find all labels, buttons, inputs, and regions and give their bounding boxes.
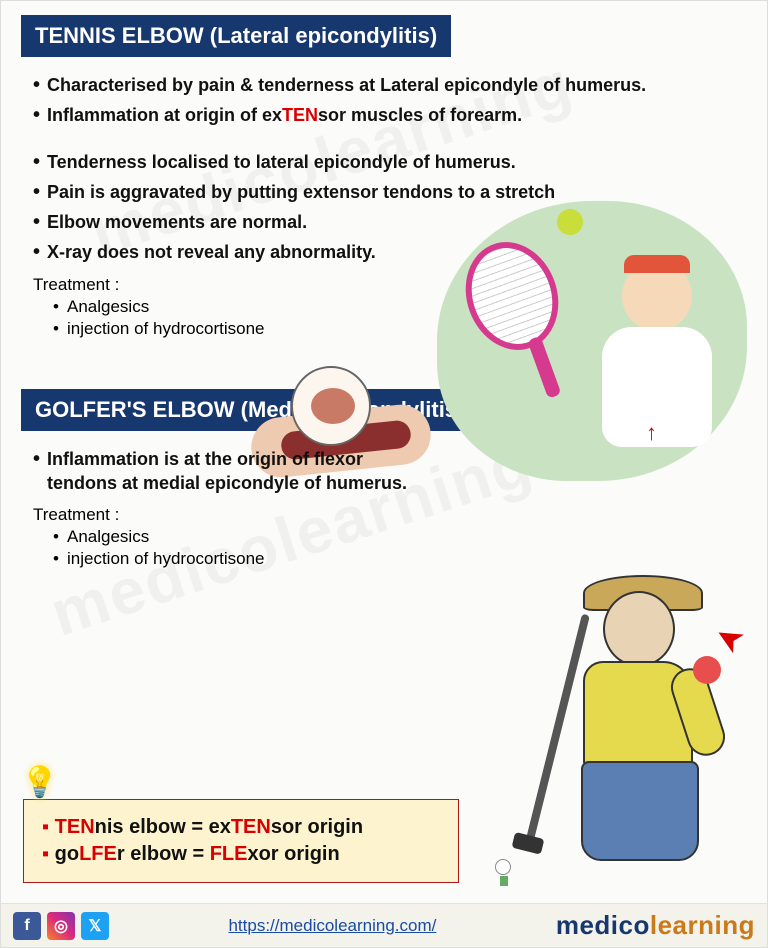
treatment-item: Analgesics <box>53 297 741 317</box>
facebook-icon[interactable]: f <box>13 912 41 940</box>
golf-ball-icon <box>495 859 511 875</box>
text: nis elbow = ex <box>95 816 231 838</box>
tennis-bullets-group1: Characterised by pain & tenderness at La… <box>27 73 741 128</box>
bullet-item: X-ray does not reveal any abnormality. <box>33 240 741 264</box>
golfer-treatment-list: Analgesics injection of hydrocortisone <box>27 527 415 569</box>
mnemonic-row: goLFEr elbow = FLExor origin <box>42 843 440 866</box>
website-link[interactable]: https://medicolearning.com/ <box>115 916 550 936</box>
pain-arrow-icon: ↑ <box>646 420 657 446</box>
brand-part2: learning <box>650 910 755 940</box>
treatment-item: Analgesics <box>53 527 415 547</box>
highlight-text: TEN <box>55 816 95 838</box>
tennis-treatment-list: Analgesics injection of hydrocortisone <box>27 297 741 339</box>
highlight-text: FLE <box>210 843 248 865</box>
tennis-bullets-group2: Tenderness localised to lateral epicondy… <box>27 150 741 265</box>
text: xor origin <box>247 843 339 865</box>
bullet-item: Tenderness localised to lateral epicondy… <box>33 150 741 174</box>
golfer-bullets: Inflammation is at the origin of flexor … <box>27 447 415 496</box>
tennis-content: Characterised by pain & tenderness at La… <box>1 73 767 339</box>
mnemonic-box: 💡 TENnis elbow = exTENsor origin goLFEr … <box>23 799 459 883</box>
instagram-icon[interactable]: ◎ <box>47 912 75 940</box>
zoom-circle-icon <box>291 366 371 446</box>
text: Inflammation at origin of ex <box>47 105 282 125</box>
treatment-item: injection of hydrocortisone <box>53 549 415 569</box>
treatment-label: Treatment : <box>33 275 741 295</box>
player-body-icon <box>602 327 712 447</box>
bullet-item: Inflammation at origin of exTENsor muscl… <box>33 103 741 127</box>
highlight-text: LFE <box>79 843 117 865</box>
highlight-text: TEN <box>282 105 318 125</box>
pain-arrow-icon: ➤ <box>707 615 752 664</box>
pain-spot-icon <box>693 656 721 684</box>
tennis-elbow-header: TENNIS ELBOW (Lateral epicondylitis) <box>21 15 451 57</box>
lightbulb-icon: 💡 <box>21 765 58 800</box>
golfer-illustration: ➤ <box>483 561 743 881</box>
golfer-pants-icon <box>581 761 699 861</box>
mnemonic-content: TENnis elbow = exTENsor origin goLFEr el… <box>23 799 459 883</box>
bullet-item: Elbow movements are normal. <box>33 210 741 234</box>
brand-logo: medicolearning <box>556 910 755 941</box>
text: sor muscles of forearm. <box>318 105 522 125</box>
golfer-content: Inflammation is at the origin of flexor … <box>1 447 441 570</box>
bullet-item: Inflammation is at the origin of flexor … <box>33 447 415 496</box>
text: go <box>55 843 79 865</box>
treatment-label: Treatment : <box>33 505 415 525</box>
bullet-item: Pain is aggravated by putting extensor t… <box>33 180 741 204</box>
treatment-item: injection of hydrocortisone <box>53 319 741 339</box>
brand-part1: medico <box>556 910 650 940</box>
twitter-icon[interactable]: 𝕏 <box>81 912 109 940</box>
text: sor origin <box>271 816 363 838</box>
footer: f ◎ 𝕏 https://medicolearning.com/ medico… <box>1 903 767 947</box>
text: r elbow = <box>117 843 210 865</box>
golfer-head-icon <box>603 591 675 667</box>
mnemonic-row: TENnis elbow = exTENsor origin <box>42 816 440 839</box>
bullet-item: Characterised by pain & tenderness at La… <box>33 73 741 97</box>
highlight-text: TEN <box>231 816 271 838</box>
